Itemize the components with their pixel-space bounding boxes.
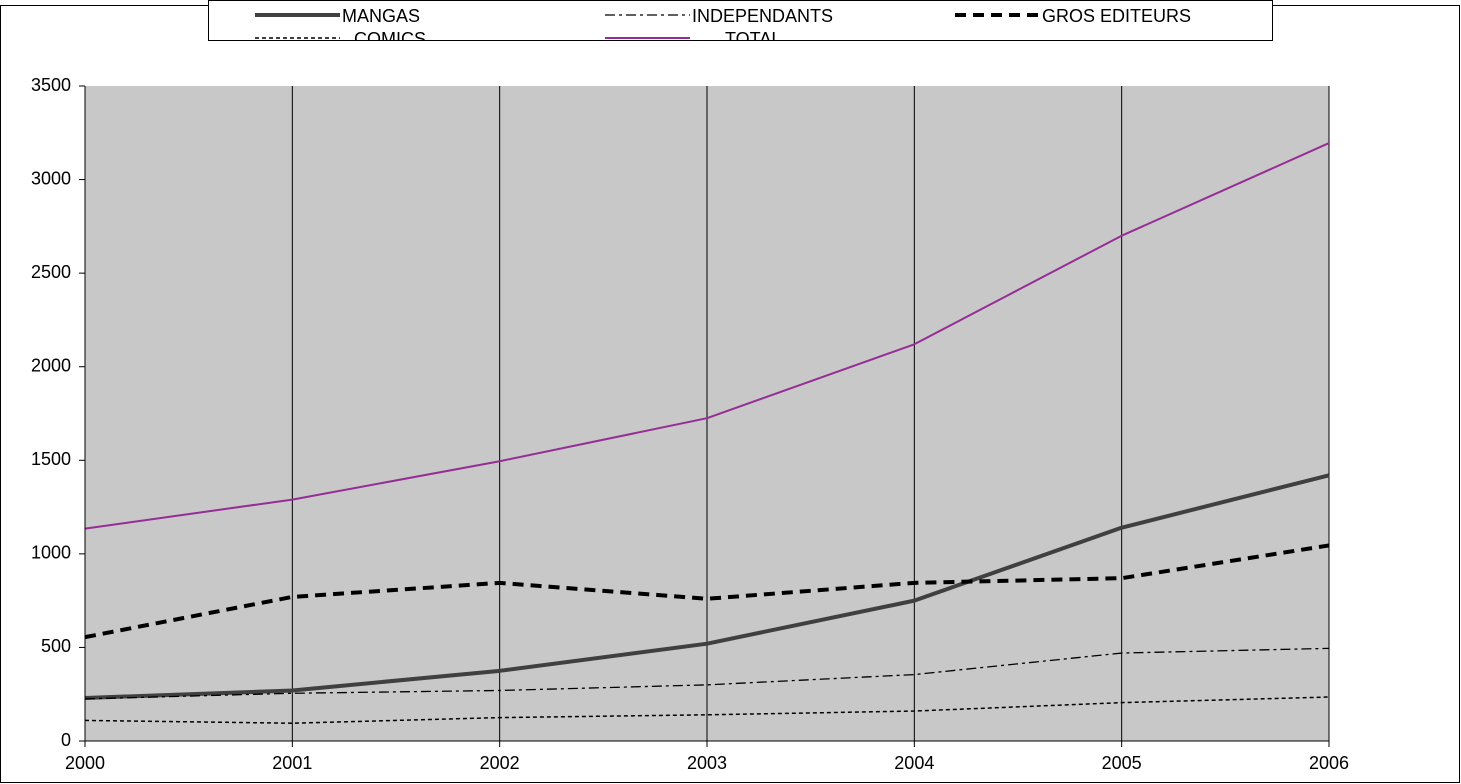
x-tick-label: 2000: [65, 753, 105, 773]
x-tick-label: 2005: [1102, 753, 1142, 773]
y-tick-label: 500: [41, 636, 71, 656]
lines: [84, 142, 1330, 724]
legend: MANGAS INDEPENDANTS GROS EDITEURS COMICS TOT…: [255, 6, 1191, 49]
legend-label: COMICS: [354, 29, 426, 49]
axes: 2000 2001 2002 2003 2004 2005 2006 0 500 1000 1500…: [31, 75, 1349, 773]
y-tick-label: 3000: [31, 168, 71, 188]
legend-label: TOTAL: [725, 29, 781, 49]
grid: [84, 86, 1330, 741]
y-tick-label: 2000: [31, 355, 71, 375]
series-line: [84, 696, 1330, 724]
x-tick-label: 2006: [1309, 753, 1349, 773]
y-tick-label: 0: [61, 730, 71, 750]
y-tick-label: 2500: [31, 262, 71, 282]
y-tick-label: 1000: [31, 543, 71, 563]
legend-label: MANGAS: [342, 6, 420, 26]
series-line: [84, 142, 1330, 530]
legend-label: GROS EDITEURS: [1042, 6, 1191, 26]
legend-label: INDEPENDANTS: [692, 6, 833, 26]
x-tick-label: 2004: [894, 753, 934, 773]
x-tick-label: 2001: [272, 753, 312, 773]
series-line: [84, 473, 1330, 700]
x-tick-label: 2003: [687, 753, 727, 773]
y-tick-label: 1500: [31, 449, 71, 469]
series-line: [84, 647, 1330, 700]
legend-box: [208, 0, 1273, 41]
y-tick-label: 3500: [31, 75, 71, 95]
x-tick-label: 2002: [480, 753, 520, 773]
